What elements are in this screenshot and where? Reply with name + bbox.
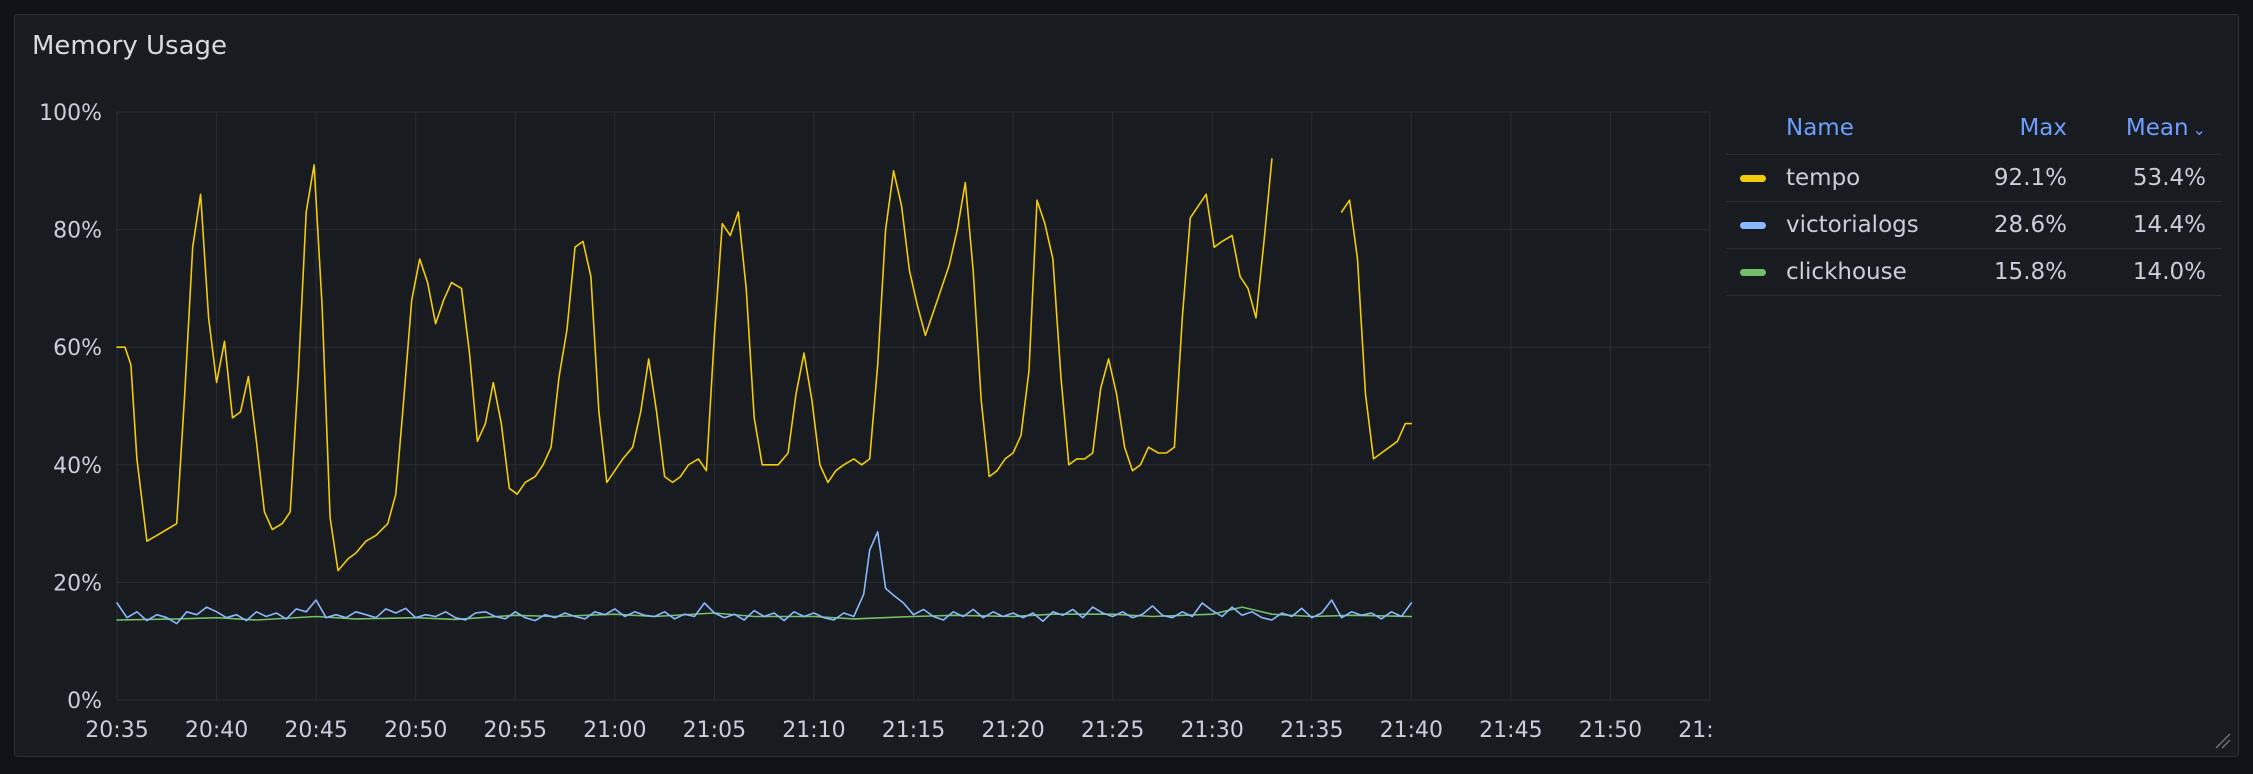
legend-table: Name Max Mean ⌄ tempo 92.1% 53.4% victorialo… [1726,101,2222,296]
x-tick-label: 20:55 [484,718,547,743]
legend-header-max[interactable]: Max [2019,114,2067,141]
x-tick-label: 21:30 [1180,718,1243,743]
legend-row[interactable]: victorialogs 28.6% 14.4% [1726,202,2222,249]
legend-series-name[interactable]: victorialogs [1786,212,1919,238]
chart-series-lines [116,158,1413,625]
panel-title[interactable]: Memory Usage [32,31,228,61]
series-line-tempo [116,158,1273,572]
x-tick-label: 21:20 [981,718,1044,743]
y-tick-label: 100% [39,101,102,126]
series-swatch [1726,221,1770,229]
legend-header: Name Max Mean ⌄ [1726,101,2222,155]
legend-row[interactable]: clickhouse 15.8% 14.0% [1726,249,2222,296]
legend-series-name[interactable]: tempo [1786,165,1861,191]
legend-header-mean-label: Mean [2125,114,2189,141]
series-swatch [1726,268,1770,276]
x-tick-label: 21:45 [1479,718,1542,743]
series-swatch [1726,174,1770,182]
x-tick-label: 21:40 [1380,718,1443,743]
line-chart[interactable]: 0%20%40%60%80%100% 20:35 20:40 20:45 20:50 2… [15,15,1715,758]
x-tick-label: 21:00 [583,718,646,743]
legend-series-mean: 14.0% [2132,259,2206,285]
x-tick-label: 20:45 [284,718,347,743]
series-line-tempo [1340,199,1413,460]
legend-header-mean[interactable]: Mean ⌄ [2067,115,2222,141]
legend-series-mean: 53.4% [2132,165,2206,191]
y-tick-label: 60% [53,336,102,361]
x-axis-ticks: 20:35 20:40 20:45 20:50 20:55 21:00 21:05 21:10… [85,718,1715,743]
y-tick-label: 0% [67,689,102,714]
x-tick-label: 20:40 [185,718,248,743]
series-line-victorialogs [116,530,1413,625]
memory-usage-panel: Memory Usage 0% 20% 40% 60% 80% 100% 20:35 20:… [14,14,2239,757]
x-tick-label: 21:35 [1280,718,1343,743]
x-tick-label: 20:35 [85,718,148,743]
series-color-swatch [1740,268,1766,276]
x-tick-label: 21:55 [1678,718,1715,743]
resize-handle-icon[interactable] [2212,730,2232,750]
legend-series-name[interactable]: clickhouse [1786,259,1907,285]
y-tick-label: 20% [53,571,102,596]
series-color-swatch [1740,221,1766,229]
y-tick-label: 80% [53,219,102,244]
x-tick-label: 21:15 [882,718,945,743]
series-victorialogs [116,530,1413,625]
legend-rows: tempo 92.1% 53.4% victorialogs 28.6% 14.4% cli… [1726,155,2222,296]
x-tick-label: 20:50 [384,718,447,743]
series-color-swatch [1740,174,1766,182]
legend-header-name[interactable]: Name [1786,114,1854,141]
chevron-down-icon: ⌄ [2192,119,2206,139]
y-tick-label: 40% [53,454,102,479]
x-tick-label: 21:05 [683,718,746,743]
series-tempo [116,158,1413,572]
legend-row[interactable]: tempo 92.1% 53.4% [1726,155,2222,202]
series-line-clickhouse [116,606,1413,621]
series-clickhouse [116,606,1413,621]
x-tick-label: 21:10 [782,718,845,743]
x-tick-label: 21:50 [1579,718,1642,743]
legend-series-mean: 14.4% [2132,212,2206,238]
legend-series-max: 92.1% [1993,165,2067,191]
legend-series-max: 15.8% [1993,259,2067,285]
legend-series-max: 28.6% [1993,212,2067,238]
y-axis-ticks: 0% 20% 40% 60% 80% 100% [39,101,102,714]
x-tick-label: 21:25 [1081,718,1144,743]
